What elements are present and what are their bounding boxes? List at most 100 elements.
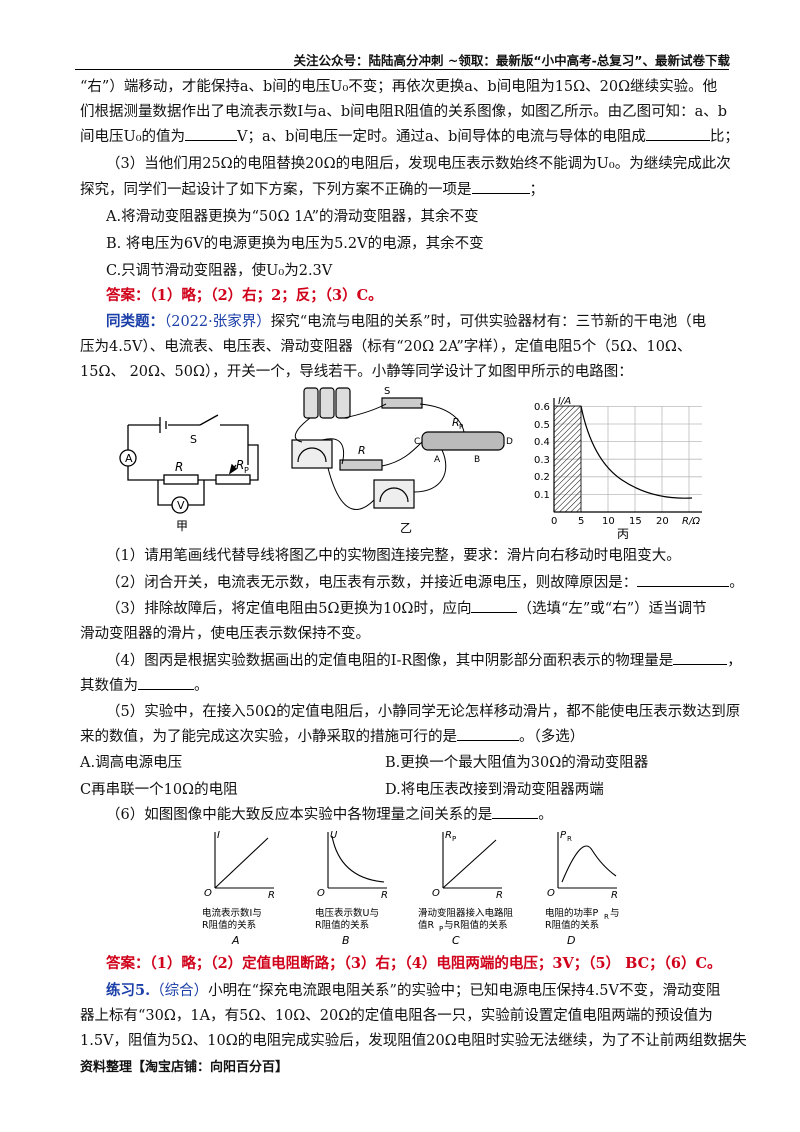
text-line: 来的数值，为了能完成这次实验，小静采取的措施可行的是 。（多选）	[80, 726, 730, 748]
text-seg: 间电压U₀的值为	[80, 129, 186, 145]
text-seg: （6）如图图像中能大致反应本实验中各物理量之间关系的是	[106, 807, 493, 823]
graph-c-letter: C	[452, 934, 460, 947]
terminal-c: C	[414, 437, 420, 447]
question-6: （6）如图图像中能大致反应本实验中各物理量之间关系的是 。	[106, 804, 756, 826]
figure-caption: 甲	[176, 519, 188, 533]
graph-d-y: P	[560, 830, 567, 841]
graph-c-desc: 值R	[418, 919, 435, 931]
text-seg: ，	[727, 653, 742, 669]
graph-a-letter: A	[231, 934, 240, 947]
rheostat-label: R	[236, 458, 244, 472]
graph-c-desc: 滑动变阻器接入电路阻	[418, 907, 514, 919]
shaded-area	[553, 405, 582, 513]
text-seg: （2）闭合开关，电流表无示数，电压表有示数，并接近电源电压，则故障原因是：	[106, 575, 638, 591]
option-d: D.将电压表改接到滑动变阻器两端	[385, 782, 604, 798]
graph-b-x: R	[381, 890, 388, 901]
figure-caption: 乙	[400, 521, 412, 535]
text-line: 15Ω、 20Ω、50Ω），开关一个，导线若干。小静等同学设计了如图甲所示的电路…	[80, 364, 633, 380]
switch-label: S	[384, 386, 390, 397]
text-seg: ；	[529, 182, 545, 198]
x-tick: 5	[578, 516, 584, 527]
rheostat-label: R	[452, 416, 460, 429]
answer-blank[interactable]	[673, 650, 728, 665]
answer-blank[interactable]	[457, 726, 519, 741]
graph-b-y: U	[330, 830, 338, 841]
answer-text: （1）略；（2）右；2；反；（3）C。	[149, 287, 383, 304]
text-seg: 小明在“探充电流跟电阻关系”的实验中；已知电源电压保持4.5V不变，滑动变阻	[208, 983, 721, 999]
text-line: 探究，同学们一起设计了如下方案，下列方案不正确的一项是 ；	[80, 179, 730, 201]
answer-blank[interactable]	[471, 179, 530, 194]
circuit-diagram-jia: A V S R R P 甲	[119, 414, 259, 533]
graph-b-letter: B	[342, 934, 350, 947]
y-tick: 0.4	[534, 437, 550, 448]
text-line: 1.5V，阻值为5Ω、10Ω的电阻完成实验后，发现阻值20Ω电阻时实验无法继续，…	[80, 1033, 747, 1049]
option-c: C再串联一个10Ω的电阻	[80, 782, 238, 798]
text-seg: 探究，同学们一起设计了如下方案，下列方案不正确的一项是	[80, 182, 472, 198]
graph-a-y: I	[217, 830, 220, 841]
text-seg: 其数值为	[80, 678, 138, 694]
x-tick: 0	[551, 516, 557, 527]
graph-d-origin: O	[547, 888, 555, 899]
text-line: （3）当他们用25Ω的电阻替换20Ω的电阻后，发现电压表示数始终不能调为U₀。为…	[106, 156, 731, 172]
graph-b-origin: O	[317, 888, 325, 899]
answer-blank[interactable]	[185, 126, 238, 141]
question-5: （5）实验中，在接入50Ω的定值电阻后，小静同学无论怎样移动滑片，都不能使电压表…	[106, 704, 741, 720]
answer-line: 答案：（1）略；（2）定值电阻断路；（3）右；（4）电阻两端的电压；3V；（5）…	[106, 953, 756, 975]
switch-label: S	[190, 433, 197, 446]
terminal-b: B	[474, 455, 480, 465]
answer-blank[interactable]	[637, 572, 730, 587]
rheostat-sub: P	[459, 423, 463, 431]
y-axis-label: I/A	[558, 396, 571, 407]
option-a: A.将滑动变阻器更换为“50Ω 1A”的滑动变阻器，其余不变	[106, 209, 479, 225]
graph-a-origin: O	[204, 888, 212, 899]
rheostat-sub: P	[244, 466, 249, 475]
answer-blank[interactable]	[645, 126, 710, 141]
ir-graph-bing: I/A R/Ω 0.6 0.5 0.4 0.3 0.2 0.1 0 5 10 1…	[534, 396, 702, 540]
question-4: （4）图丙是根据实验数据画出的定值电阻的I-R图像，其中阴影部分面积表示的物理量…	[106, 650, 756, 672]
text-seg: 比；	[709, 129, 739, 145]
y-tick: 0.3	[534, 455, 550, 466]
text-seg: （3）排除故障后，将定值电阻由5Ω更换为10Ω时，应向	[106, 601, 472, 617]
answer-label: 答案：	[106, 955, 150, 972]
option-b: B. 将电压为6V的电源更换为电压为5.2V的电源，其余不变	[106, 236, 484, 252]
answer-blank[interactable]	[492, 804, 539, 819]
graph-a-desc: R阻值的关系	[202, 919, 256, 931]
graph-d-desc: 电阻的功率P	[545, 907, 599, 919]
option-graphs: I R O 电流表示数I与 R阻值的关系 A U R O 电压表示数U与 R阻值…	[202, 830, 620, 947]
text-line: 们根据测量数据作出了电流表示数I与a、b间电阻R阻值的关系图像，如图乙所示。由乙…	[80, 104, 727, 120]
graph-b-desc: R阻值的关系	[315, 919, 369, 931]
graph-d-x: R	[611, 890, 618, 901]
ir-curve	[580, 405, 693, 499]
text-seg: 。	[729, 575, 744, 591]
x-tick: 15	[629, 516, 642, 527]
terminal-d: D	[506, 437, 513, 447]
terminal-a: A	[434, 455, 441, 465]
answer-blank[interactable]	[138, 675, 194, 690]
graph-c-desc-sub: P	[439, 925, 443, 933]
graph-d-y-sub: R	[567, 835, 572, 843]
x-tick: 20	[656, 516, 669, 527]
text-seg: 。	[194, 678, 209, 694]
graph-c-origin: O	[432, 888, 440, 899]
similar-label: 同类题：	[106, 313, 164, 330]
graph-d-desc-sub: R	[604, 913, 609, 921]
question-3: （3）排除故障后，将定值电阻由5Ω更换为10Ω时，应向 （选填“左”或“右”）适当…	[106, 598, 756, 620]
x-axis-label: R/Ω	[682, 516, 700, 527]
option-b: B.更换一个最大阻值为30Ω的滑动变阻器	[385, 755, 649, 771]
text-line: 间电压U₀的值为 V；a、b间电压一定时。通过a、b间导体的电流与导体的电阻成 比；	[80, 126, 739, 148]
graph-c-y: R	[445, 830, 452, 841]
text-seg: （4）图丙是根据实验数据画出的定值电阻的I-R图像，其中阴影部分面积表示的物理量…	[106, 653, 674, 669]
answer-blank[interactable]	[471, 598, 518, 613]
resistor-label: R	[358, 444, 366, 457]
graph-a-desc: 电流表示数I与	[202, 907, 262, 919]
graph-a-x: R	[268, 890, 275, 901]
text-line: 压为4.5V）、电流表、电压表、滑动变阻器（标有“20Ω 2A”字样），定值电阻…	[80, 339, 692, 355]
text-seg: 探究“电流与电阻的关系”时，可供实验器材有：三节新的干电池（电	[270, 314, 707, 330]
graph-c-x: R	[496, 890, 503, 901]
text-seg: 。	[538, 807, 553, 823]
text-line: 器上标有“30Ω，1A，有5Ω、10Ω、20Ω的定值电阻各一只，实验前设置定值电…	[80, 1008, 713, 1024]
source-tag: （2022·张家界）	[164, 314, 271, 330]
text-seg: 来的数值，为了能完成这次实验，小静采取的措施可行的是	[80, 729, 457, 745]
text-seg: （选填“左”或“右”）适当调节	[517, 601, 707, 617]
text-line: 同类题：（2022·张家界）探究“电流与电阻的关系”时，可供实验器材有：三节新的…	[106, 311, 756, 333]
